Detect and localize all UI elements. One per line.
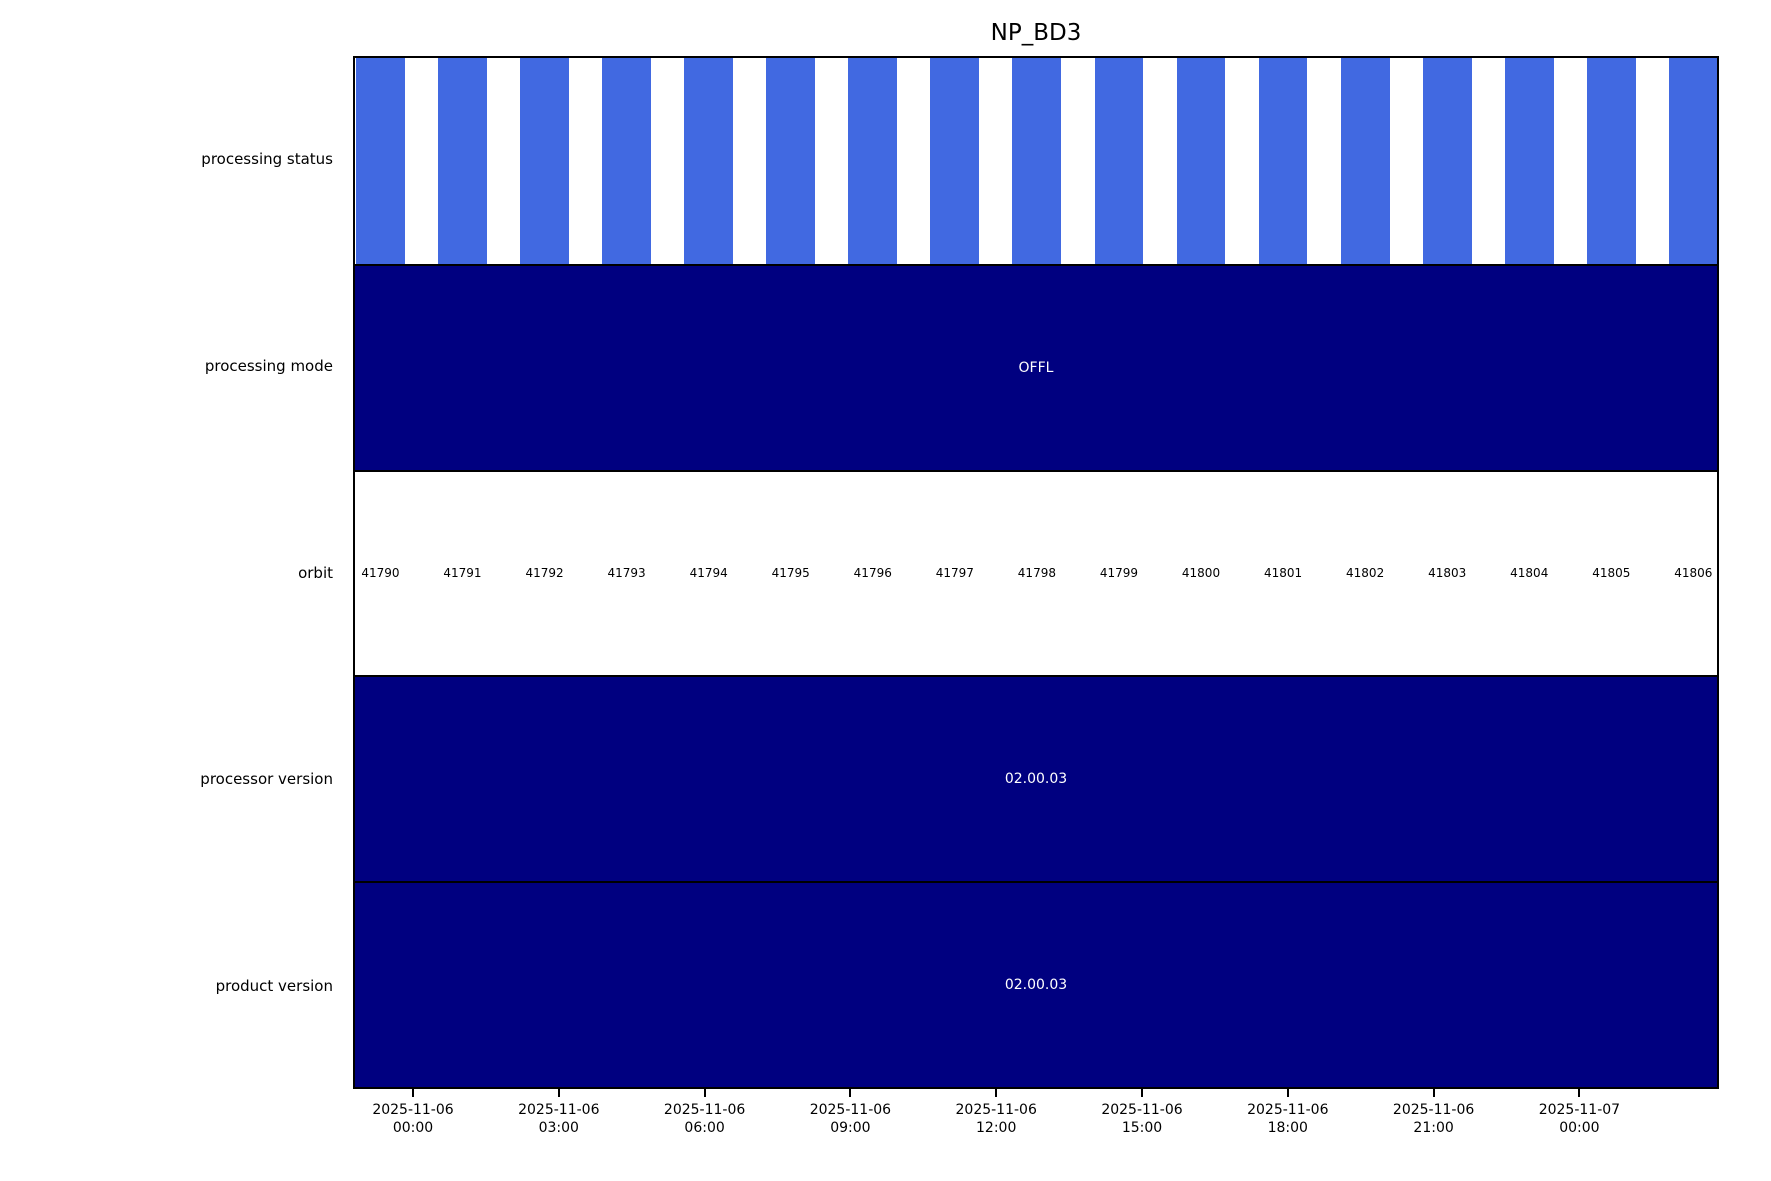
x-tick-mark: [849, 1089, 852, 1097]
x-tick-label: 2025-11-06 06:00: [664, 1101, 745, 1137]
x-tick-time: 15:00: [1121, 1120, 1163, 1137]
row-label-processor-version: processor version: [200, 770, 333, 789]
x-tick-time: 21:00: [1413, 1120, 1454, 1137]
x-tick-label: 2025-11-06 18:00: [1247, 1101, 1328, 1137]
processing-status-bar: [1176, 58, 1226, 264]
x-tick-date: 2025-11-06: [1392, 1102, 1475, 1118]
x-tick-label: 2025-11-06 03:00: [518, 1101, 599, 1137]
orbit-number-label: 41793: [607, 566, 646, 581]
orbit-number-label: 41798: [1017, 566, 1056, 581]
orbit-number-label: 41799: [1099, 566, 1139, 581]
orbit-number-label: 41797: [935, 566, 974, 581]
x-tick-date: 2025-11-06: [1247, 1102, 1329, 1118]
row-label-orbit: orbit: [298, 563, 333, 582]
x-tick-time: 18:00: [1267, 1120, 1308, 1137]
orbit-number-label: 41805: [1592, 566, 1631, 581]
x-tick-date: 2025-11-06: [1101, 1102, 1183, 1118]
x-tick-mark: [1578, 1089, 1581, 1097]
processing-status-bar: [355, 58, 405, 264]
processing-status-bar: [1258, 58, 1308, 264]
processing-status-bar: [1668, 58, 1717, 264]
x-tick-time: 12:00: [976, 1120, 1017, 1137]
orbit-number-label: 41795: [771, 566, 810, 581]
row-label-processing-status: processing status: [201, 150, 333, 169]
processor-version-value: 02.00.03: [1004, 771, 1068, 788]
x-tick-label: 2025-11-06 12:00: [956, 1101, 1037, 1137]
processor-version-band: 02.00.03: [355, 675, 1717, 882]
processing-status-bar: [684, 58, 734, 264]
processing-status-band: [355, 58, 1717, 264]
processing-status-bar: [1586, 58, 1636, 264]
processing-status-bar: [1504, 58, 1554, 264]
orbit-number-label: 41790: [361, 566, 400, 581]
processing-status-bar: [438, 58, 487, 264]
product-version-band: 02.00.03: [355, 881, 1717, 1087]
processing-status-bar: [1094, 58, 1144, 264]
orbit-number-label: 41792: [525, 566, 564, 581]
x-tick-time: 09:00: [830, 1120, 871, 1137]
x-tick-time: 00:00: [1559, 1120, 1600, 1137]
x-tick-mark: [1432, 1089, 1435, 1097]
x-tick-label: 2025-11-06 15:00: [1101, 1101, 1182, 1137]
processing-status-bar: [1422, 58, 1472, 264]
orbit-number-label: 41803: [1428, 566, 1467, 581]
processing-status-bar: [602, 58, 652, 264]
x-tick-time: 06:00: [684, 1120, 725, 1137]
orbit-number-label: 41801: [1263, 566, 1303, 581]
product-version-value: 02.00.03: [1004, 977, 1068, 994]
orbit-number-label: 41791: [443, 566, 482, 581]
row-labels: processing status processing mode orbit …: [0, 56, 343, 1089]
processing-status-bar: [766, 58, 816, 264]
processing-status-bar: [848, 58, 898, 264]
x-tick-label: 2025-11-06 00:00: [372, 1101, 453, 1137]
x-tick-mark: [557, 1089, 560, 1097]
x-tick-time: 03:00: [538, 1120, 579, 1137]
x-tick-date: 2025-11-06: [518, 1102, 600, 1118]
processing-status-bar: [1340, 58, 1390, 264]
chart-title: NP_BD3: [990, 20, 1082, 46]
x-tick-mark: [995, 1089, 998, 1097]
x-tick-time: 00:00: [392, 1120, 434, 1137]
processing-status-bar: [930, 58, 980, 264]
processing-status-bar: [520, 58, 569, 264]
x-tick-mark: [703, 1089, 706, 1097]
orbit-number-label: 41804: [1510, 566, 1549, 581]
x-tick-mark: [1286, 1089, 1289, 1097]
x-tick-label: 2025-11-06 09:00: [810, 1101, 891, 1137]
orbit-number-label: 41796: [853, 566, 892, 581]
x-tick-date: 2025-11-06: [372, 1102, 454, 1118]
orbit-number-label: 41802: [1346, 566, 1385, 581]
processing-mode-value: OFFL: [1018, 359, 1054, 376]
orbit-number-label: 41794: [689, 566, 728, 581]
x-tick-label: 2025-11-07 00:00: [1539, 1101, 1620, 1137]
row-label-product-version: product version: [215, 976, 333, 995]
plot-area: OFFL 41790 41791 41792 41793 41794 41795 41796…: [353, 56, 1719, 1089]
x-tick-mark: [1141, 1089, 1143, 1097]
processing-status-bar: [1012, 58, 1062, 264]
orbit-number-label: 41800: [1181, 566, 1221, 581]
x-tick-date: 2025-11-06: [809, 1102, 892, 1118]
orbit-band: 41790 41791 41792 41793 41794 41795 41796 41797…: [355, 469, 1717, 676]
row-label-processing-mode: processing mode: [204, 356, 333, 375]
x-tick-date: 2025-11-07: [1538, 1102, 1621, 1118]
x-tick-date: 2025-11-06: [955, 1102, 1037, 1118]
x-tick-date: 2025-11-06: [663, 1102, 746, 1118]
x-tick-mark: [412, 1089, 414, 1097]
x-axis: 2025-11-06 00:00 2025-11-06 03:00 2025-11-06…: [353, 1089, 1719, 1159]
orbit-number-label: 41806: [1674, 566, 1713, 581]
x-tick-label: 2025-11-06 21:00: [1393, 1101, 1474, 1137]
processing-mode-band: OFFL: [355, 263, 1717, 470]
